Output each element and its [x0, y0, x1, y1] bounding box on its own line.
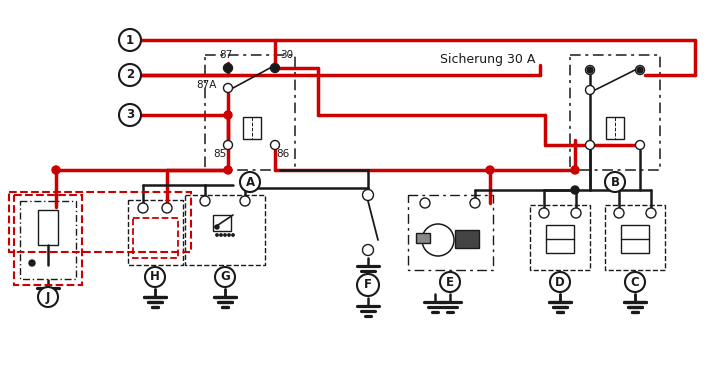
Circle shape — [646, 208, 656, 218]
Bar — [9, 192, 190, 252]
Bar — [38, 210, 58, 245]
Circle shape — [119, 64, 141, 86]
Circle shape — [363, 189, 373, 201]
Text: G: G — [220, 270, 230, 283]
Text: D: D — [555, 276, 565, 289]
Circle shape — [228, 234, 230, 236]
Circle shape — [420, 198, 430, 208]
Circle shape — [224, 166, 232, 174]
Circle shape — [635, 141, 645, 149]
Circle shape — [625, 272, 645, 292]
Circle shape — [550, 272, 570, 292]
Circle shape — [614, 208, 624, 218]
Circle shape — [571, 208, 581, 218]
Bar — [416, 233, 430, 243]
Circle shape — [224, 234, 226, 236]
Text: A: A — [246, 175, 255, 188]
Circle shape — [271, 141, 280, 149]
Circle shape — [571, 166, 579, 174]
Text: 2: 2 — [126, 68, 134, 81]
Text: Sicherung 30 A: Sicherung 30 A — [440, 54, 535, 67]
Bar — [605, 205, 665, 270]
Circle shape — [224, 141, 232, 149]
Circle shape — [363, 245, 373, 256]
Circle shape — [216, 234, 218, 236]
Circle shape — [119, 29, 141, 51]
Circle shape — [224, 64, 232, 73]
Circle shape — [29, 260, 35, 266]
Circle shape — [220, 234, 222, 236]
Circle shape — [52, 166, 60, 174]
Text: C: C — [630, 276, 640, 289]
Circle shape — [224, 84, 232, 92]
Circle shape — [224, 64, 231, 71]
Bar — [621, 225, 649, 253]
Circle shape — [271, 64, 280, 73]
Circle shape — [215, 225, 219, 229]
Circle shape — [215, 267, 235, 287]
Bar — [213, 215, 231, 231]
Bar — [205, 55, 295, 170]
Circle shape — [240, 196, 250, 206]
Circle shape — [571, 186, 579, 194]
Text: 86: 86 — [276, 149, 290, 159]
Bar — [606, 117, 624, 139]
Text: H: H — [150, 270, 160, 283]
Circle shape — [470, 198, 480, 208]
Circle shape — [422, 224, 454, 256]
Circle shape — [271, 64, 278, 71]
Text: F: F — [364, 279, 372, 292]
Text: 85: 85 — [214, 149, 226, 159]
Circle shape — [586, 85, 594, 94]
Text: E: E — [446, 276, 454, 289]
Circle shape — [440, 272, 460, 292]
Circle shape — [357, 274, 379, 296]
Circle shape — [586, 65, 594, 74]
Bar — [408, 195, 493, 270]
Bar — [20, 201, 76, 279]
Bar — [128, 200, 182, 265]
Circle shape — [145, 267, 165, 287]
Circle shape — [162, 203, 172, 213]
Text: 87A: 87A — [196, 80, 216, 90]
Bar — [243, 117, 261, 139]
Bar — [455, 230, 479, 248]
Circle shape — [240, 172, 260, 192]
Text: 1: 1 — [126, 34, 134, 47]
Bar — [546, 225, 574, 253]
Circle shape — [605, 172, 625, 192]
Circle shape — [225, 65, 231, 71]
Bar — [133, 218, 178, 258]
Text: 87: 87 — [219, 50, 233, 60]
Circle shape — [586, 141, 594, 149]
Circle shape — [637, 67, 643, 73]
Text: 3: 3 — [126, 108, 134, 121]
Circle shape — [119, 104, 141, 126]
Text: 30: 30 — [280, 50, 293, 60]
Bar — [570, 55, 660, 170]
Circle shape — [231, 234, 234, 236]
Circle shape — [539, 208, 549, 218]
Bar — [185, 195, 265, 265]
Circle shape — [272, 65, 278, 71]
Text: J: J — [46, 290, 50, 303]
Circle shape — [38, 287, 58, 307]
Bar — [530, 205, 590, 270]
Circle shape — [224, 111, 232, 119]
Text: B: B — [611, 175, 620, 188]
Circle shape — [486, 166, 494, 174]
Circle shape — [138, 203, 148, 213]
Bar — [14, 195, 82, 285]
Circle shape — [200, 196, 210, 206]
Circle shape — [587, 67, 593, 73]
Circle shape — [635, 65, 645, 74]
